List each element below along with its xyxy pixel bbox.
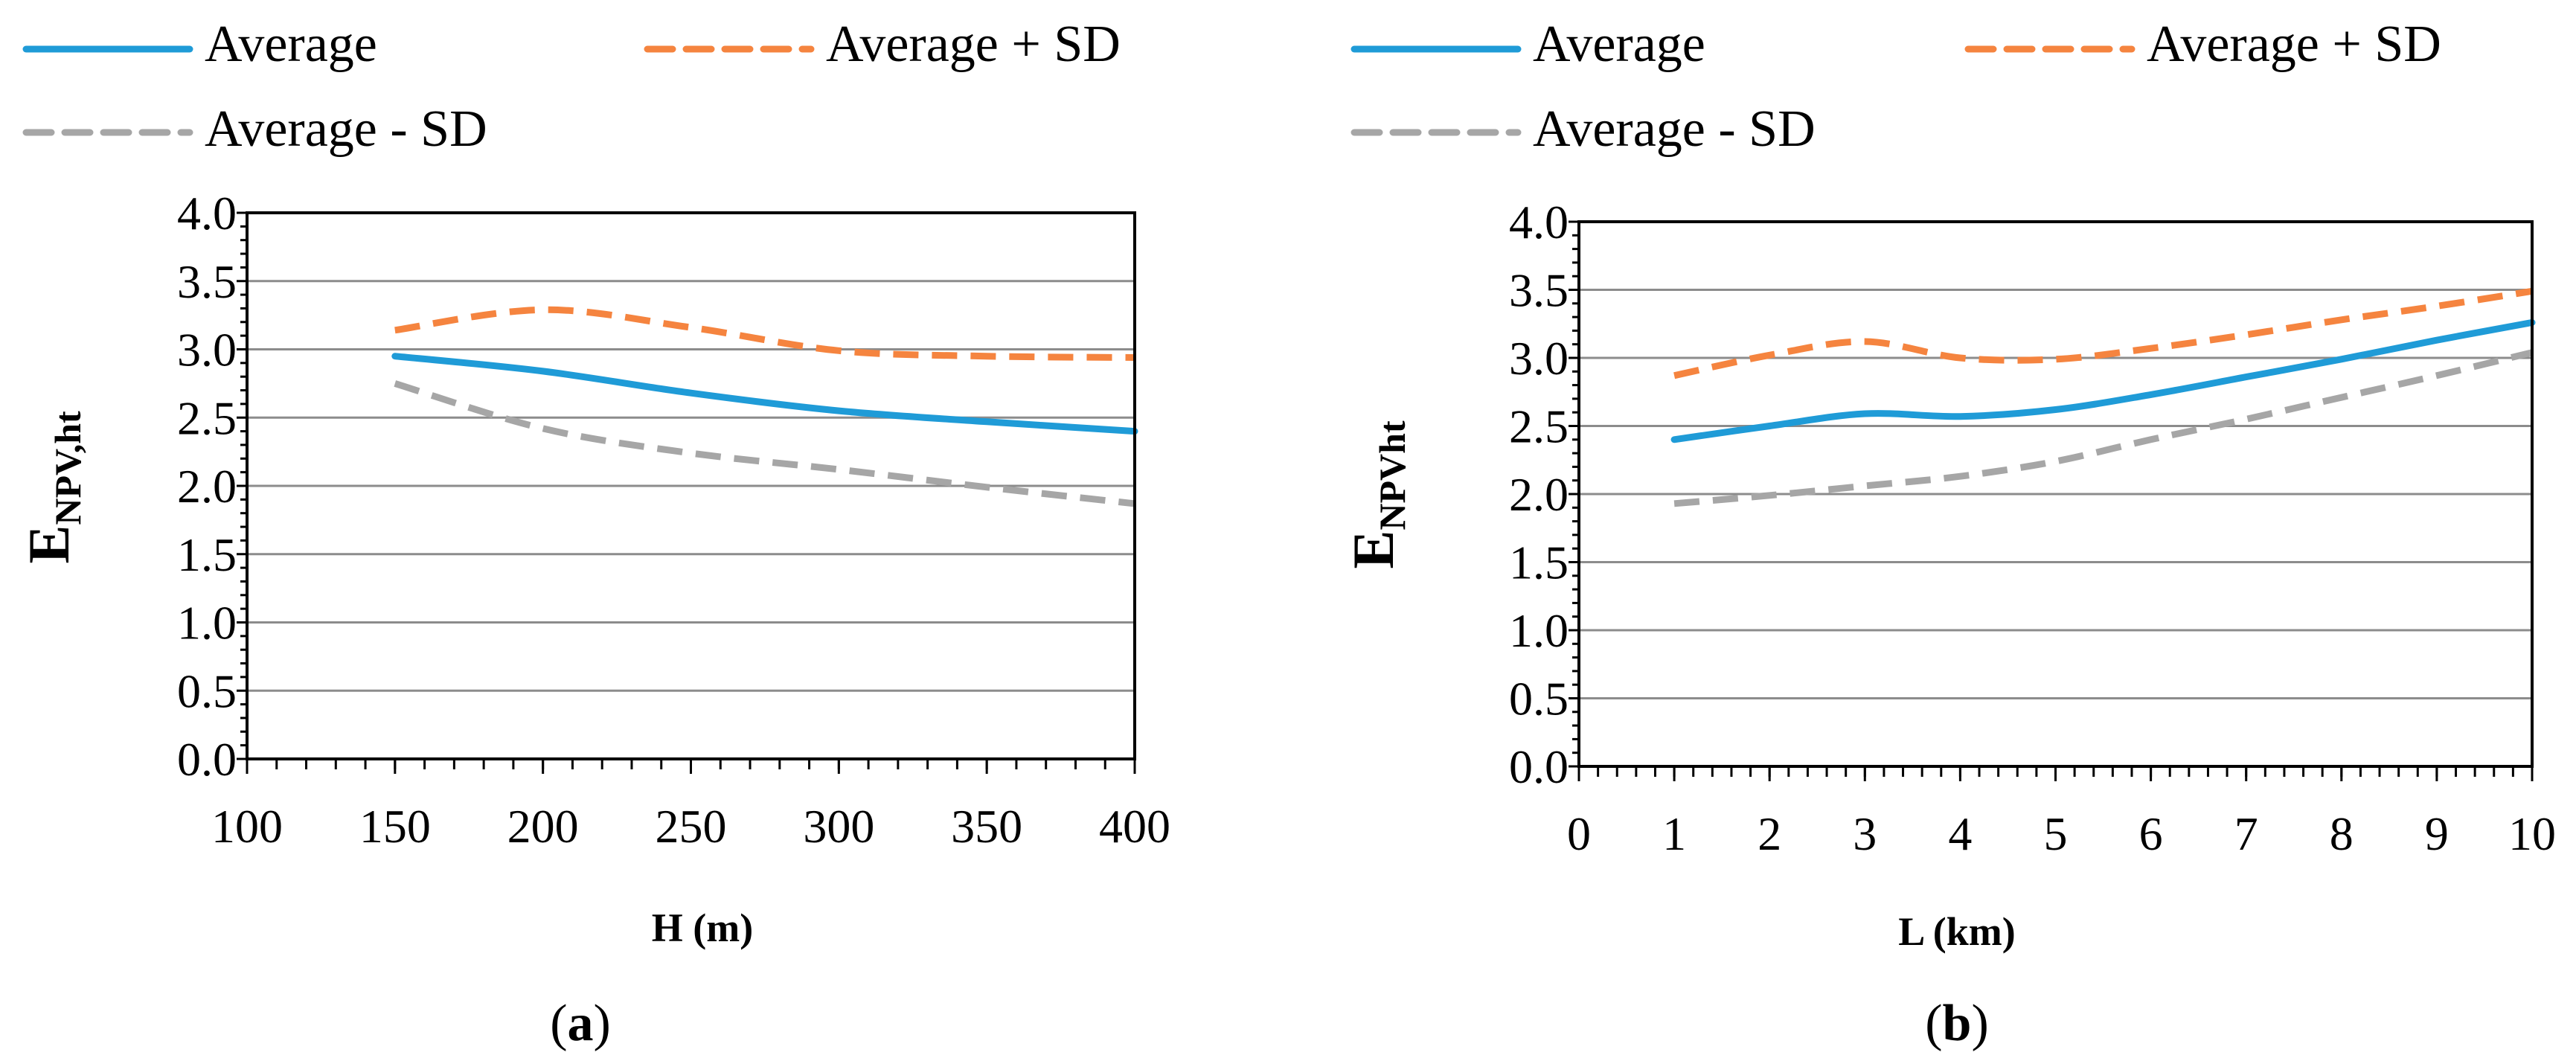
y-tick-label: 3.5 bbox=[1509, 264, 1569, 317]
x-tick-label: 0 bbox=[1567, 807, 1591, 860]
y-axis-title-main-a: E bbox=[16, 525, 81, 564]
y-tick-label: 4.0 bbox=[177, 187, 237, 240]
panel-caption-letter-a: a bbox=[568, 995, 594, 1052]
series-line-average-plus-sd bbox=[394, 306, 1135, 361]
legend-label-average-minus-sd: Average - SD bbox=[1533, 100, 1816, 158]
series-line-average-minus-sd bbox=[1673, 349, 2534, 507]
panel-caption-letter-b: b bbox=[1943, 995, 1972, 1052]
chart-panel-b: Average Average + SD Average - SD 0.0 0.5… bbox=[1341, 16, 2556, 1052]
tick-labels-b: 0.0 0.5 1.0 1.5 2.0 2.5 3.0 3.5 4.0 0 1 2 3 4 5 6 7 8 9 10 bbox=[1509, 196, 2556, 860]
x-tick-label: 7 bbox=[2234, 807, 2258, 860]
x-tick-label: 250 bbox=[656, 800, 727, 853]
y-tick-label: 4.0 bbox=[1509, 196, 1569, 249]
x-tick-label: 350 bbox=[951, 800, 1022, 853]
y-tick-label: 3.0 bbox=[177, 324, 237, 376]
panel-caption-b: (b) bbox=[1925, 995, 1989, 1052]
legend-label-average: Average bbox=[205, 16, 377, 73]
axes-a bbox=[237, 211, 1136, 774]
axes-b bbox=[1569, 220, 2534, 781]
y-tick-label: 1.5 bbox=[177, 528, 237, 581]
y-tick-label: 3.0 bbox=[1509, 332, 1569, 385]
y-tick-label: 1.0 bbox=[1509, 604, 1569, 657]
panel-caption-a: (a) bbox=[550, 995, 611, 1052]
x-tick-label: 400 bbox=[1099, 800, 1170, 853]
series-line-average-minus-sd bbox=[394, 380, 1135, 507]
x-tick-label: 9 bbox=[2425, 807, 2449, 860]
y-axis-title-a: ENPV,ht bbox=[16, 411, 89, 564]
y-tick-label: 2.0 bbox=[1509, 468, 1569, 521]
y-axis-title-main-b: E bbox=[1341, 531, 1406, 569]
x-tick-label: 100 bbox=[211, 800, 283, 853]
x-tick-label: 6 bbox=[2139, 807, 2163, 860]
series-lines-a bbox=[391, 306, 1138, 507]
tick-labels-a: 0.0 0.5 1.0 1.5 2.0 2.5 3.0 3.5 4.0 100 150 200 250 3… bbox=[177, 187, 1170, 853]
x-tick-label: 8 bbox=[2330, 807, 2354, 860]
y-tick-label: 1.0 bbox=[177, 597, 237, 650]
y-tick-label: 2.5 bbox=[1509, 400, 1569, 453]
plot-frame bbox=[246, 211, 1136, 760]
series-line-average-plus-sd bbox=[1673, 287, 2533, 379]
x-tick-label: 1 bbox=[1662, 807, 1686, 860]
y-tick-label: 1.5 bbox=[1509, 536, 1569, 589]
series-line-average bbox=[1670, 318, 2536, 443]
x-tick-label: 3 bbox=[1853, 807, 1877, 860]
y-tick-label: 0.0 bbox=[177, 733, 237, 786]
y-tick-label: 2.5 bbox=[177, 391, 237, 444]
y-axis-title-b: ENPVht bbox=[1341, 420, 1413, 569]
y-tick-label: 0.5 bbox=[177, 664, 237, 717]
legend-a: Average Average + SD Average - SD bbox=[22, 16, 1121, 158]
gridlines-a bbox=[247, 211, 1135, 692]
legend-label-average-plus-sd: Average + SD bbox=[2147, 16, 2441, 73]
legend-label-average-minus-sd: Average - SD bbox=[205, 100, 487, 158]
legend-b: Average Average + SD Average - SD bbox=[1351, 16, 2441, 158]
gridlines-b bbox=[1579, 220, 2532, 699]
series-lines-b bbox=[1670, 287, 2536, 507]
x-tick-label: 2 bbox=[1758, 807, 1781, 860]
x-tick-label: 5 bbox=[2044, 807, 2068, 860]
series-line-average bbox=[391, 353, 1138, 435]
x-tick-label: 10 bbox=[2508, 807, 2556, 860]
chart-panel-a: Average Average + SD Average - SD 0.0 0.5… bbox=[16, 16, 1170, 1052]
legend-label-average-plus-sd: Average + SD bbox=[826, 16, 1121, 73]
legend-label-average: Average bbox=[1533, 16, 1705, 73]
y-tick-label: 2.0 bbox=[177, 460, 237, 513]
x-tick-label: 300 bbox=[803, 800, 874, 853]
y-axis-title-sub-a: NPV,ht bbox=[47, 411, 89, 525]
x-axis-title-b: L (km) bbox=[1898, 909, 2016, 954]
y-tick-label: 0.5 bbox=[1509, 673, 1569, 725]
plot-frame bbox=[1577, 220, 2534, 768]
y-axis-title-sub-b: NPVht bbox=[1371, 420, 1413, 531]
y-tick-label: 3.5 bbox=[177, 255, 237, 308]
x-tick-label: 200 bbox=[507, 800, 579, 853]
x-axis-title-a: H (m) bbox=[652, 906, 753, 950]
x-tick-label: 150 bbox=[359, 800, 431, 853]
y-tick-label: 0.0 bbox=[1509, 740, 1569, 793]
x-tick-label: 4 bbox=[1948, 807, 1972, 860]
